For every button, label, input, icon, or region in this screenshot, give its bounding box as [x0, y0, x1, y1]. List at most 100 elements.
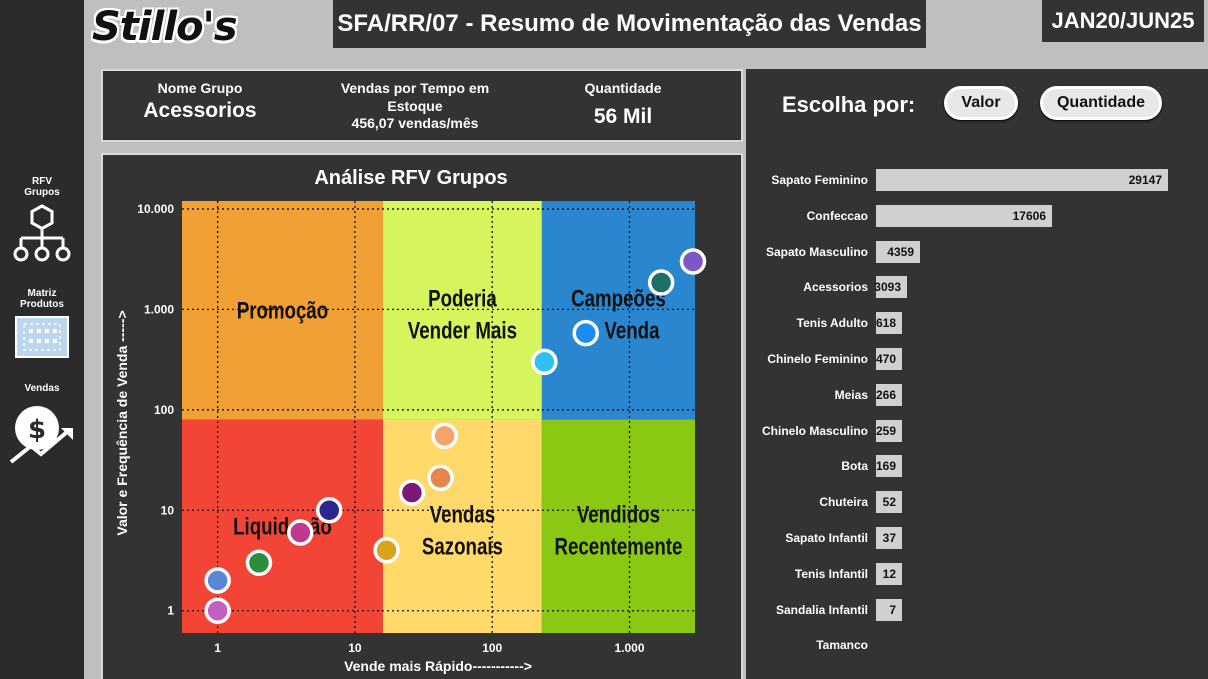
scatter-point [287, 519, 314, 546]
sales-growth-icon: $ [0, 398, 84, 469]
bar-value-label: 169 [875, 459, 896, 474]
y-axis-title: Valor e Frequência de Venda -----> [114, 310, 130, 535]
bar-row[interactable]: Chinelo Feminino 470 [746, 347, 1208, 371]
quadrant-area [182, 419, 383, 633]
quadrant-label: Vendidos [577, 501, 660, 528]
group-label: Nome Grupo [157, 80, 243, 96]
bar-row[interactable]: Tenis Adulto 618 [746, 311, 1208, 335]
bar-row[interactable]: Bota 169 [746, 454, 1208, 478]
bar-row[interactable]: Chuteira 52 [746, 490, 1208, 514]
nav-item-matriz-produtos[interactable]: Matriz Produtos [0, 288, 84, 367]
choose-by-label: Escolha por: [782, 92, 916, 117]
quadrant-area [541, 201, 695, 420]
bar-category-label: Bota [841, 459, 868, 474]
bar-row[interactable]: Meias 266 [746, 383, 1208, 407]
quadrant-area [182, 201, 383, 420]
rfv-scatter-chart: Análise RFV Grupos Promoção Poderia Vender … [114, 167, 707, 674]
x-axis-title: Vende mais Rápido-----------> [344, 658, 532, 674]
bar-value-label: 12 [882, 566, 896, 581]
bar-row[interactable]: Sapato Infantil 37 [746, 526, 1208, 550]
bar-fill: 618 [876, 312, 902, 335]
valor-toggle-button[interactable]: Valor [944, 86, 1018, 120]
quadrant-label: Vendas [430, 501, 496, 528]
bar-value-label: 470 [875, 352, 896, 366]
bar-row[interactable]: Sandalia Infantil 7 [746, 598, 1208, 622]
scatter-point [204, 567, 231, 594]
quantity-info: Quantidade 56 Mil [555, 79, 691, 129]
scatter-point [315, 497, 343, 524]
bar-fill: 37 [876, 527, 902, 549]
bar-value-label: 4359 [887, 244, 914, 259]
bar-row[interactable]: Tamanco [746, 633, 1208, 657]
x-tick-label: 10 [348, 641, 362, 655]
scatter-point [245, 549, 273, 577]
quadrant-label: Recentemente [554, 533, 682, 560]
quantity-label: Quantidade [584, 80, 662, 96]
quadrant-area [382, 201, 542, 420]
bar-value-label: 259 [875, 423, 896, 438]
bar-category-label: Confeccao [806, 208, 868, 223]
scatter-point [531, 348, 558, 376]
x-tick-label: 100 [482, 641, 502, 655]
time-in-stock-info: Vendas por Tempo em Estoque 456,07 venda… [315, 79, 515, 131]
quadrant-label: Liquidação [233, 513, 332, 540]
x-tick-label: 1.000 [614, 641, 644, 655]
nav-item-vendas[interactable]: Vendas $ [0, 383, 84, 469]
bar-row[interactable]: Sapato Feminino 29147 [746, 168, 1208, 192]
quadrant-label: Promoção [237, 297, 329, 324]
svg-text:$: $ [28, 415, 46, 445]
bar-fill: 52 [876, 491, 902, 514]
bar-fill: 266 [875, 383, 902, 406]
nav-item-rfv-grupos[interactable]: RFV Grupos [0, 176, 84, 269]
bar-fill: 7 [876, 598, 902, 621]
time-value: 456,07 vendas/mês [351, 115, 479, 131]
bar-category-label: Tenis Infantil [794, 566, 868, 581]
scatter-point [431, 422, 458, 450]
scatter-point [572, 319, 599, 347]
bar-fill: 12 [876, 562, 902, 585]
bar-category-label: Meias [834, 387, 868, 402]
bar-category-label: Acessorios [803, 280, 868, 295]
matrix-grid-icon [0, 314, 84, 367]
quantidade-toggle-button[interactable]: Quantidade [1040, 86, 1162, 120]
scatter-point [398, 479, 426, 506]
bar-category-label: Sapato Infantil [785, 531, 868, 545]
time-label-line2: Estoque [387, 98, 443, 114]
nav-item-label: RFV [32, 176, 52, 187]
bar-value-label: 3093 [874, 280, 901, 295]
bar-fill: 169 [875, 455, 902, 478]
bar-row[interactable]: Sapato Masculino 4359 [746, 240, 1208, 264]
bar-value-label: 266 [875, 387, 896, 402]
bar-category-label: Sandalia Infantil [775, 602, 868, 617]
scatter-point [427, 464, 454, 492]
group-info: Nome Grupo Acessorios [125, 79, 275, 123]
bar-row[interactable]: Chinelo Masculino 259 [746, 419, 1208, 443]
bar-value-label: 7 [889, 602, 896, 617]
bar-value-label: 29147 [1128, 173, 1162, 187]
bar-fill: 3093 [874, 276, 907, 299]
bar-fill: 17606 [876, 204, 1052, 227]
quadrant-label: Sazonais [422, 533, 503, 560]
bar-row[interactable]: Tenis Infantil 12 [746, 562, 1208, 586]
bar-category-label: Chinelo Feminino [767, 352, 868, 366]
bar-category-label: Sapato Feminino [771, 173, 868, 187]
bar-value-label: 37 [882, 531, 896, 545]
bar-row[interactable]: Confeccao 17606 [746, 204, 1208, 228]
quantity-value: 56 Mil [593, 105, 653, 128]
bar-fill: 470 [876, 348, 902, 370]
hierarchy-icon [0, 202, 84, 269]
scatter-point [373, 536, 400, 564]
bar-value-label: 52 [882, 495, 896, 510]
nav-item-label: Matriz [27, 288, 57, 299]
y-tick-label: 10 [161, 503, 175, 517]
bar-fill: 259 [875, 419, 902, 442]
y-tick-label: 100 [154, 403, 174, 417]
scatter-point [679, 248, 707, 275]
y-tick-label: 1 [167, 604, 174, 618]
scatter-point [204, 597, 231, 624]
quadrant-label: Poderia [428, 285, 498, 312]
bar-row[interactable]: Acessorios 3093 [746, 275, 1208, 299]
bar-category-label: Chuteira [819, 495, 868, 510]
bar-category-label: Chinelo Masculino [761, 423, 868, 438]
